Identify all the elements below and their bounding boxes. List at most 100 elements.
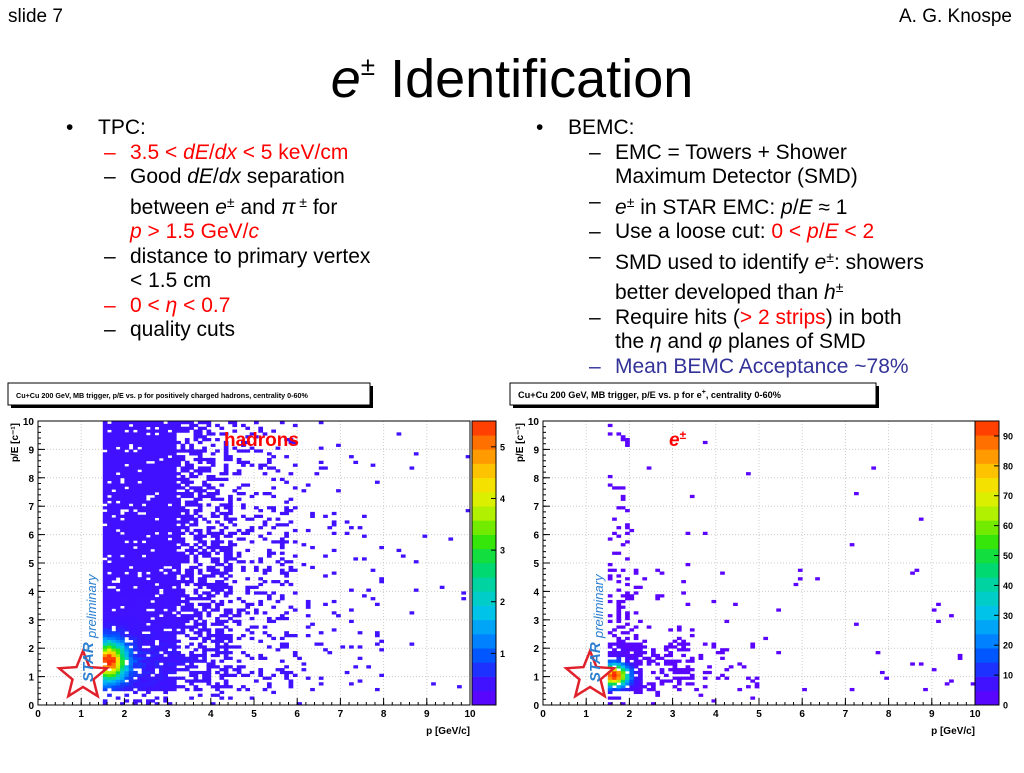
heatmap-cell xyxy=(202,582,207,587)
heatmap-cell xyxy=(167,642,173,646)
heatmap-cell xyxy=(271,636,276,641)
heatmap-cell xyxy=(245,449,251,453)
heatmap-cell xyxy=(197,545,203,550)
heatmap-cell xyxy=(202,597,207,601)
heatmap-cell xyxy=(180,449,186,453)
heatmap-cell xyxy=(750,696,756,700)
heatmap-cell xyxy=(128,489,134,493)
heatmap-cell xyxy=(724,676,730,680)
heatmap-cell xyxy=(115,514,121,518)
heatmap-cell xyxy=(262,687,268,692)
heatmap-cell xyxy=(202,670,207,675)
heatmap-cell xyxy=(249,517,255,521)
heatmap-cell xyxy=(128,421,134,425)
heatmap-cell xyxy=(111,645,117,649)
palette-band xyxy=(472,690,496,706)
heatmap-cell xyxy=(918,662,924,666)
heatmap-cell xyxy=(176,645,181,649)
heatmap-cell xyxy=(133,673,138,677)
heatmap-cell xyxy=(111,597,117,601)
heatmap-cell xyxy=(409,642,415,646)
heatmap-cell xyxy=(720,571,725,575)
heatmap-cell xyxy=(150,486,156,490)
heatmap-cell xyxy=(176,639,181,643)
heatmap-cell xyxy=(124,506,130,510)
heatmap-cell xyxy=(102,531,108,535)
heatmap-cell xyxy=(616,687,622,692)
heatmap-cell xyxy=(193,452,199,456)
heatmap-cell xyxy=(167,622,173,626)
heatmap-cell xyxy=(171,421,177,425)
plot-title: Cu+Cu 200 GeV, MB trigger, p/E vs. p for… xyxy=(16,391,309,400)
heatmap-cell xyxy=(258,673,264,677)
heatmap-cell xyxy=(215,636,220,641)
heatmap-cell xyxy=(616,588,622,592)
heatmap-cell xyxy=(271,429,276,433)
heatmap-cell xyxy=(171,483,177,487)
heatmap-cell xyxy=(314,472,320,476)
heatmap-cell xyxy=(219,582,225,587)
heatmap-cell xyxy=(141,676,147,680)
heatmap-cell xyxy=(323,574,328,578)
heatmap-cell xyxy=(137,509,143,513)
heatmap-cell xyxy=(137,616,143,621)
heatmap-cell xyxy=(128,511,134,516)
heatmap-cell xyxy=(158,599,164,604)
heatmap-cell xyxy=(107,614,112,618)
heatmap-cell xyxy=(189,449,194,453)
heatmap-cell xyxy=(171,452,177,456)
heatmap-cell xyxy=(193,474,199,479)
heatmap-cell xyxy=(167,432,173,436)
heatmap-cell xyxy=(180,676,186,680)
heatmap-cell xyxy=(629,668,635,672)
heatmap-cell xyxy=(150,523,156,527)
heatmap-cell xyxy=(137,477,143,482)
heatmap-cell xyxy=(133,582,138,587)
heatmap-cell xyxy=(288,582,294,587)
heatmap-cell xyxy=(163,469,168,473)
heatmap-cell xyxy=(167,520,173,524)
heatmap-cell xyxy=(150,438,156,442)
heatmap-cell xyxy=(146,659,151,663)
heatmap-cell xyxy=(111,494,117,499)
heatmap-cell xyxy=(146,543,151,547)
heatmap-cell xyxy=(206,429,212,433)
heatmap-cell xyxy=(171,557,177,561)
heatmap-cell xyxy=(102,653,108,658)
heatmap-cell xyxy=(625,594,630,598)
heatmap-cell xyxy=(150,457,156,462)
heatmap-cell xyxy=(202,469,207,473)
heatmap-cell xyxy=(167,543,173,547)
heatmap-cell xyxy=(197,426,203,430)
heatmap-cell xyxy=(115,622,121,626)
heatmap-cell xyxy=(107,514,112,518)
heatmap-cell xyxy=(210,497,216,501)
heatmap-cell xyxy=(167,597,173,601)
star-watermark: STAR xyxy=(80,642,97,682)
heatmap-cell xyxy=(728,665,734,669)
heatmap-cell xyxy=(241,599,246,604)
heatmap-cell xyxy=(115,452,121,456)
heatmap-cell xyxy=(228,651,233,655)
heatmap-cell xyxy=(206,474,212,479)
palette-band xyxy=(472,548,496,564)
heatmap-cell xyxy=(180,517,186,521)
palette-tick-label: 4 xyxy=(500,494,505,504)
heatmap-cell xyxy=(167,474,173,479)
heatmap-cell xyxy=(284,673,289,677)
heatmap-cell xyxy=(944,682,950,686)
heatmap-cell xyxy=(163,534,168,538)
heatmap-cell xyxy=(171,563,177,567)
heatmap-cell xyxy=(323,554,328,558)
heatmap-cell xyxy=(206,665,212,669)
heatmap-cell xyxy=(197,597,203,601)
heatmap-cell xyxy=(150,582,156,587)
heatmap-cell xyxy=(171,591,177,595)
heatmap-cell xyxy=(158,466,164,470)
heatmap-cell xyxy=(111,523,117,527)
heatmap-cell xyxy=(698,656,704,660)
heatmap-cell xyxy=(189,545,194,550)
heatmap-cell xyxy=(124,651,130,655)
heatmap-cell xyxy=(232,531,238,535)
heatmap-cell xyxy=(241,449,246,453)
